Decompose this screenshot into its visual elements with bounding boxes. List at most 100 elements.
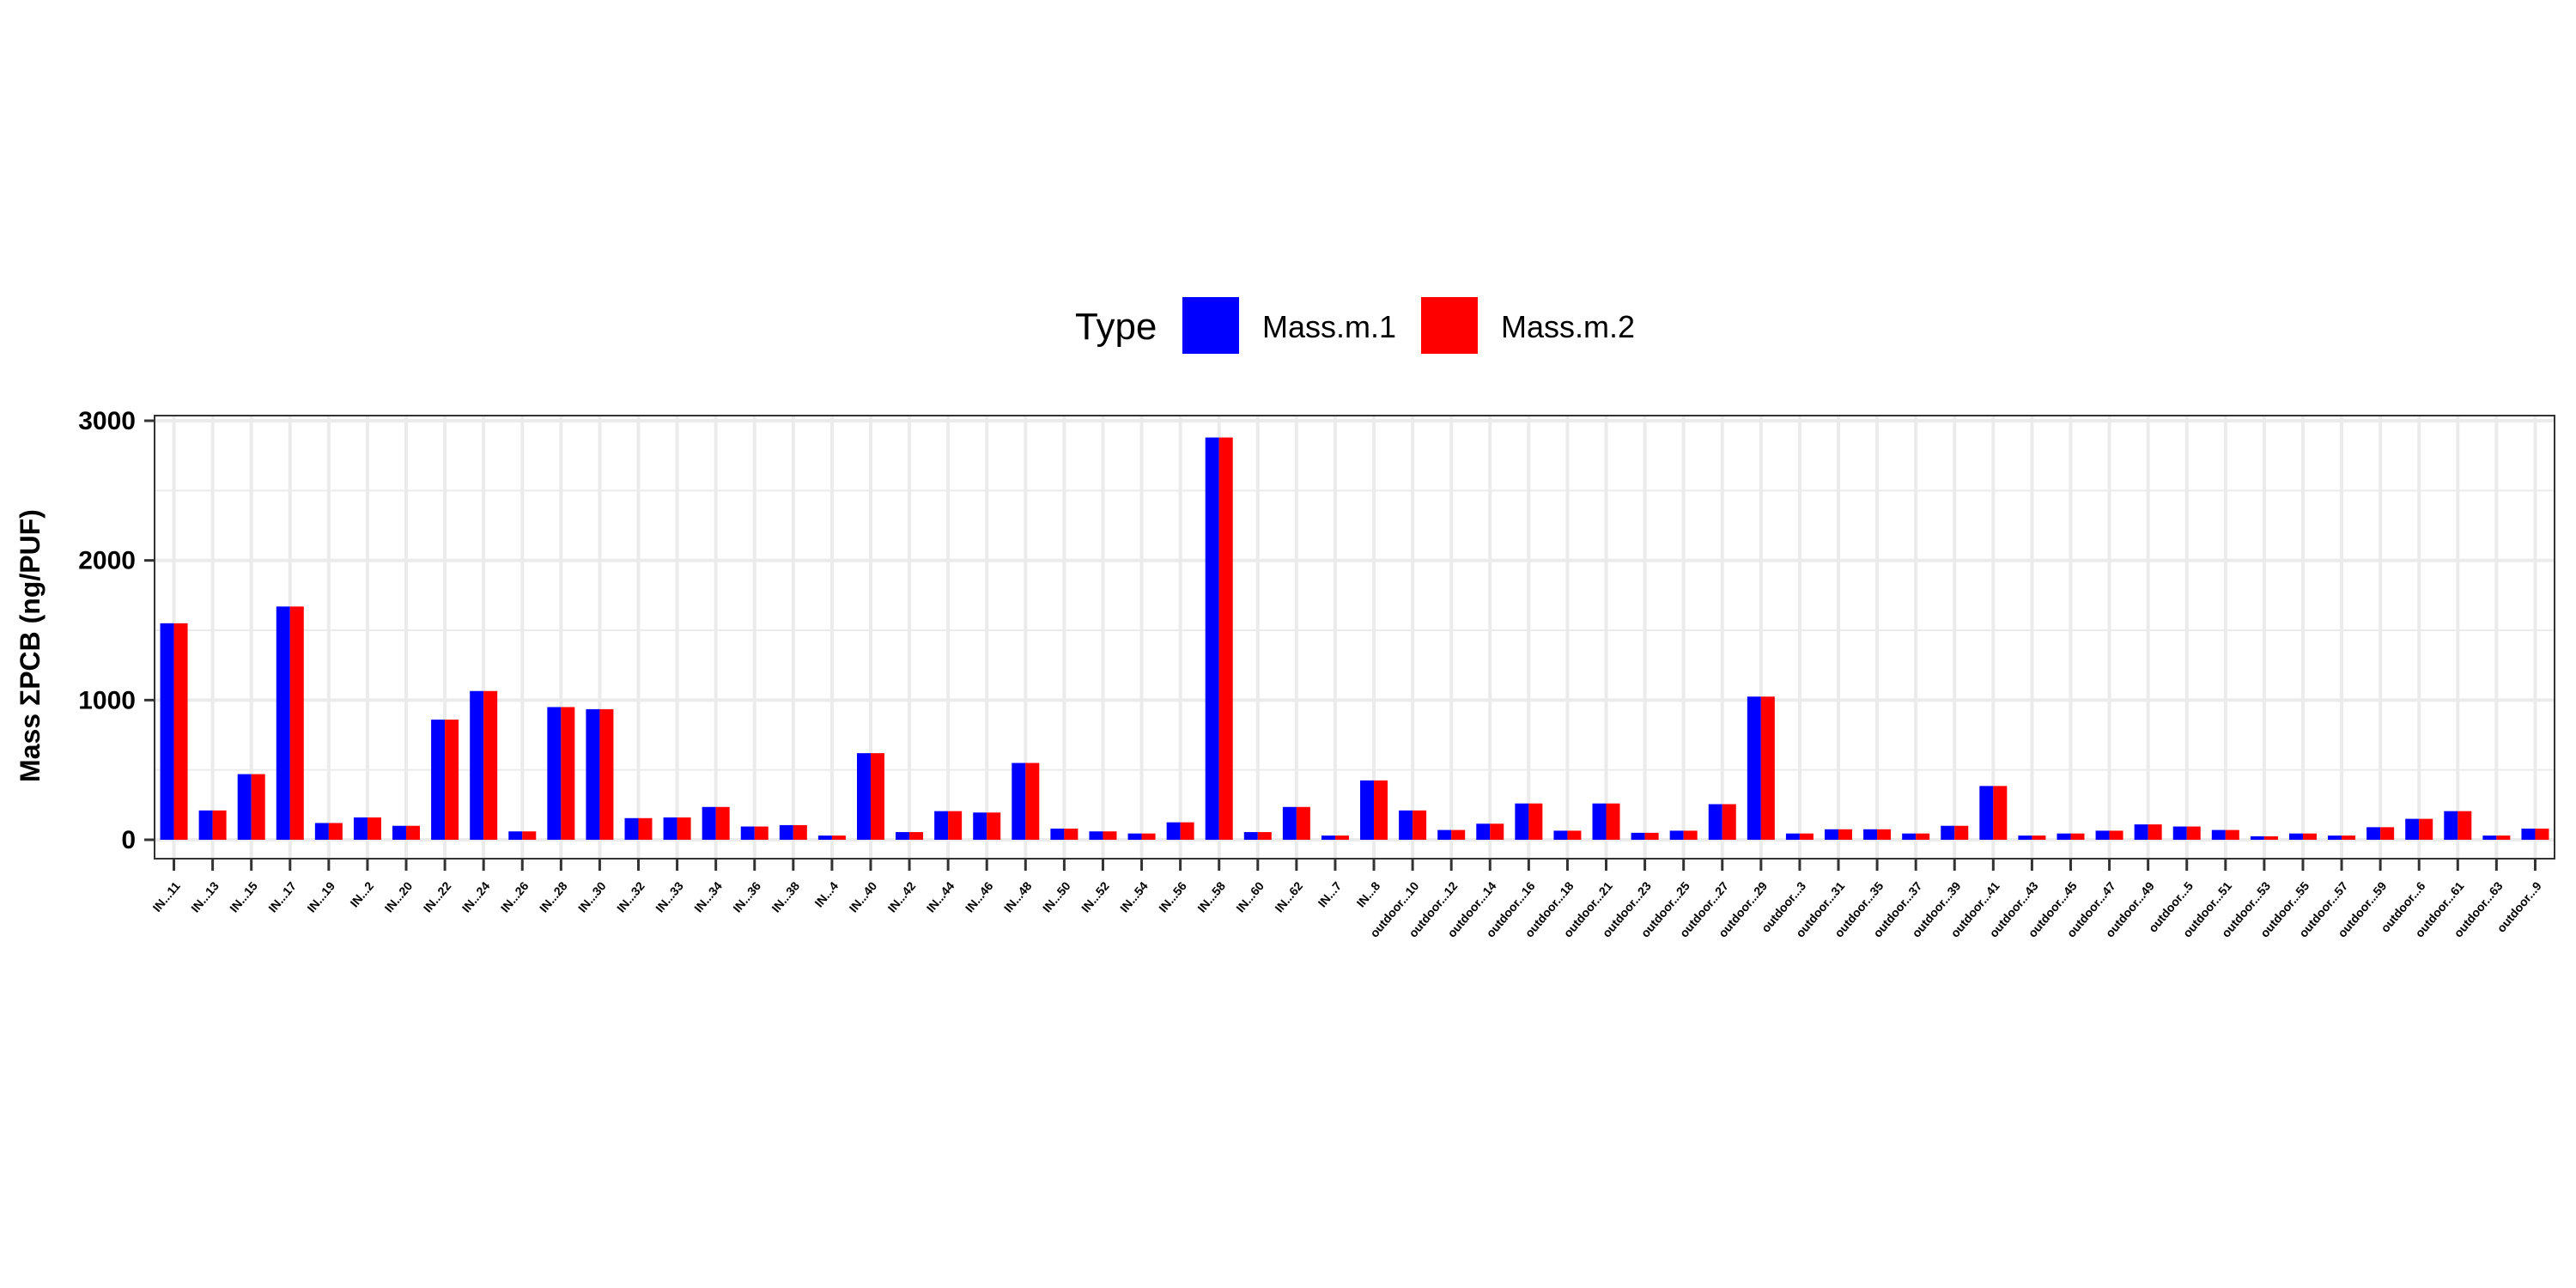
bar-mass-m-2: [1877, 829, 1892, 840]
bar-mass-m-1: [856, 753, 871, 840]
bar-mass-m-1: [1902, 833, 1917, 840]
x-tick-label: IN...15: [227, 878, 260, 914]
x-tick-label: IN...34: [691, 878, 725, 914]
bar-mass-m-1: [2482, 835, 2497, 840]
bar-mass-m-1: [2250, 835, 2264, 840]
bar-mass-m-2: [948, 811, 963, 840]
bar-mass-m-2: [1025, 762, 1040, 840]
bar-mass-m-1: [1127, 833, 1142, 840]
x-tick-label: IN...20: [382, 878, 416, 914]
bar-mass-m-2: [2458, 811, 2472, 840]
legend-key-mass-m-1: [1182, 297, 1239, 354]
bar-mass-m-1: [2134, 824, 2148, 840]
bar-mass-m-2: [406, 825, 421, 840]
x-tick-label: IN...17: [265, 878, 299, 914]
bar-mass-m-1: [1360, 780, 1375, 840]
bar-mass-m-1: [2521, 828, 2536, 840]
bar-mass-m-2: [2263, 835, 2278, 840]
bar-mass-m-2: [2148, 824, 2162, 840]
bar-mass-m-2: [1838, 829, 1853, 840]
bar-mass-m-2: [599, 708, 614, 840]
bar-mass-m-1: [198, 810, 213, 840]
bar-mass-m-2: [1218, 437, 1233, 840]
bar-mass-m-1: [2288, 833, 2303, 840]
bar-mass-m-2: [1296, 806, 1310, 840]
x-tick-label: IN...38: [769, 878, 802, 914]
bar-mass-m-1: [973, 812, 987, 840]
bar-mass-m-2: [289, 606, 304, 840]
bar-mass-m-2: [831, 835, 846, 840]
bar-mass-m-2: [328, 823, 343, 840]
bar-mass-m-2: [2032, 835, 2046, 840]
x-tick-label: IN...54: [1117, 878, 1151, 914]
bar-mass-m-1: [1515, 803, 1529, 840]
bar-mass-m-2: [251, 774, 265, 840]
bar-mass-m-1: [2444, 811, 2458, 840]
legend: Type Mass.m.1 Mass.m.2: [1075, 297, 1635, 354]
bar-mass-m-1: [508, 831, 523, 840]
bar-mass-m-1: [547, 707, 562, 840]
bar-mass-m-1: [1476, 823, 1491, 840]
bar-mass-m-1: [2328, 835, 2342, 840]
bar-mass-m-1: [2095, 830, 2110, 840]
bar-mass-m-2: [1451, 829, 1466, 840]
bar-mass-m-1: [1863, 829, 1878, 840]
bar-mass-m-1: [2405, 818, 2420, 840]
bar-mass-m-1: [1437, 829, 1452, 840]
bar-mass-m-1: [1321, 835, 1335, 840]
bar-mass-m-1: [1553, 830, 1568, 840]
x-tick-label: IN...50: [1040, 878, 1073, 914]
bar-mass-m-1: [1166, 822, 1181, 840]
x-tick-label: IN...22: [421, 878, 454, 914]
bar-mass-m-1: [1012, 762, 1026, 840]
bar-mass-m-1: [1089, 831, 1103, 840]
bar-mass-m-2: [715, 806, 730, 840]
bar-mass-m-2: [2535, 828, 2549, 840]
bar-mass-m-2: [1954, 825, 1969, 840]
bar-mass-m-1: [1825, 829, 1839, 840]
x-tick-label: IN...33: [653, 878, 686, 914]
bar-mass-m-1: [2211, 829, 2226, 840]
bar-mass-m-1: [1050, 828, 1065, 840]
bar-mass-m-2: [1683, 830, 1698, 840]
bar-mass-m-2: [1606, 803, 1620, 840]
x-tick-label: IN...52: [1078, 878, 1112, 914]
bar-mass-m-2: [1413, 810, 1427, 840]
bar-mass-m-1: [740, 826, 755, 840]
bar-mass-m-1: [1243, 832, 1258, 840]
bar-mass-m-1: [1785, 833, 1800, 840]
bar-mass-m-1: [160, 623, 174, 840]
bar-mass-m-2: [2070, 833, 2085, 840]
bar-mass-m-2: [1916, 833, 1930, 840]
bar-mass-m-2: [793, 824, 807, 840]
x-tick-label: IN...62: [1272, 878, 1305, 914]
bar-mass-m-1: [1979, 786, 1994, 840]
bar-mass-m-2: [909, 832, 924, 840]
bar-mass-m-2: [561, 707, 575, 840]
legend-label-mass-m-2: Mass.m.2: [1501, 309, 1635, 344]
x-tick-label: IN...42: [885, 878, 919, 914]
bar-mass-m-1: [586, 708, 600, 840]
bar-mass-m-2: [1644, 832, 1659, 840]
bar-mass-m-1: [817, 835, 832, 840]
bar-mass-m-2: [1799, 833, 1814, 840]
bar-mass-m-1: [2366, 827, 2381, 840]
bar-mass-m-2: [987, 812, 1001, 840]
bar-mass-m-1: [431, 720, 446, 840]
bar-mass-m-2: [2419, 818, 2433, 840]
bar-mass-m-2: [1528, 803, 1543, 840]
bar-mass-m-2: [1993, 786, 2008, 840]
x-tick-label: IN...48: [1001, 878, 1035, 914]
bar-mass-m-2: [1760, 696, 1775, 840]
bar-mass-m-1: [237, 774, 252, 840]
bar-mass-m-2: [1064, 828, 1078, 840]
x-tick-label: IN...8: [1354, 878, 1383, 909]
bar-mass-m-1: [392, 825, 407, 840]
bar-mass-m-2: [2302, 833, 2317, 840]
bar-mass-m-2: [2342, 835, 2356, 840]
bar-mass-m-2: [1141, 833, 1156, 840]
bar-mass-m-2: [1257, 832, 1272, 840]
bar-mass-m-2: [1103, 831, 1117, 840]
plot-panel: [154, 415, 2555, 860]
